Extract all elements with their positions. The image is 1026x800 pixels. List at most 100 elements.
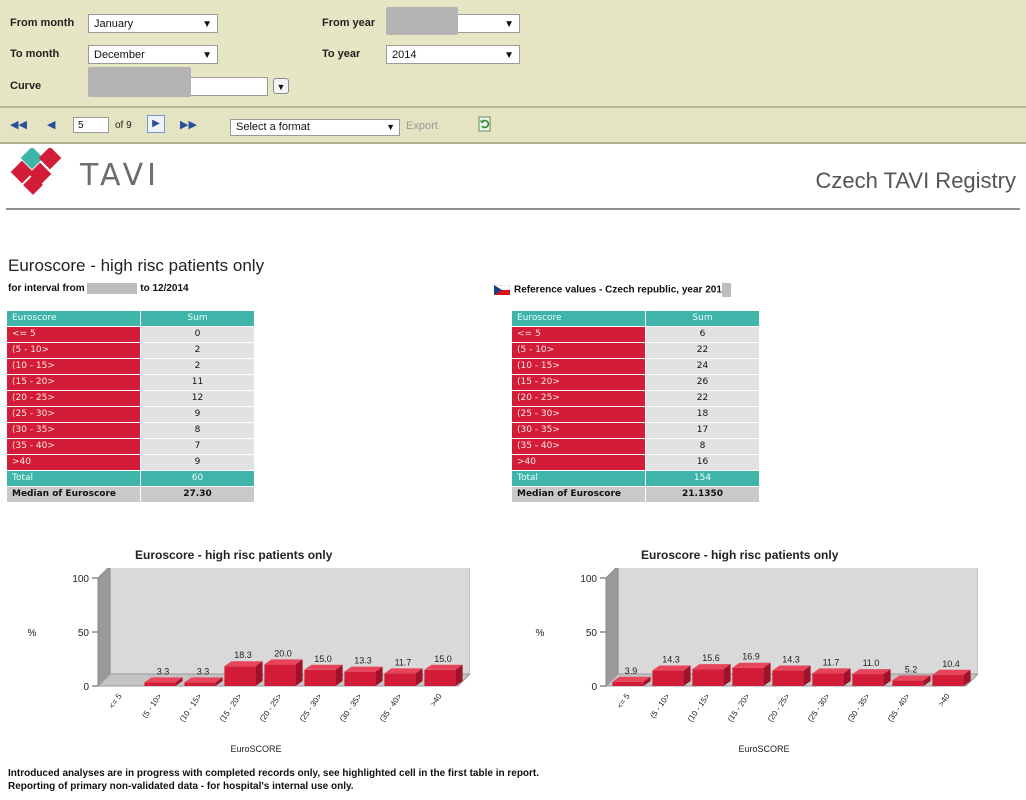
bar bbox=[144, 682, 176, 686]
report-title: Euroscore - high risc patients only bbox=[8, 256, 265, 275]
export-format-select[interactable]: Select a format ▼ bbox=[230, 119, 400, 136]
bar-side bbox=[963, 669, 971, 686]
page-number-input[interactable]: 5 bbox=[73, 117, 109, 133]
export-link[interactable]: Export bbox=[406, 120, 438, 132]
registry-title: Czech TAVI Registry bbox=[815, 168, 1016, 193]
x-tick-label: (5 - 10> bbox=[648, 692, 672, 720]
bar-top bbox=[612, 676, 651, 682]
table-row: (35 - 40> 8 bbox=[511, 438, 760, 455]
bar-top bbox=[384, 668, 423, 674]
bar bbox=[892, 680, 924, 686]
euroscore-range-cell: (25 - 30> bbox=[511, 406, 646, 423]
data-label: 3.3 bbox=[157, 666, 170, 676]
to-year-select[interactable]: 2014 ▼ bbox=[386, 45, 520, 64]
bar-top bbox=[772, 665, 811, 671]
redacted-area bbox=[721, 283, 731, 297]
chart-title-local: Euroscore - high risc patients only bbox=[135, 548, 333, 562]
median-label-cell: Median of Euroscore bbox=[511, 486, 646, 503]
sum-cell: 17 bbox=[645, 422, 760, 439]
sum-cell: 2 bbox=[140, 342, 255, 359]
bar bbox=[732, 667, 764, 686]
from-month-select[interactable]: January ▼ bbox=[88, 14, 218, 33]
czech-flag-icon bbox=[494, 285, 510, 295]
bar-top bbox=[892, 675, 931, 681]
header-divider bbox=[6, 208, 1020, 210]
bar bbox=[304, 669, 336, 686]
sum-cell: 9 bbox=[140, 406, 255, 423]
table-row: (5 - 10> 2 bbox=[6, 342, 255, 359]
chart-side-wall bbox=[97, 568, 111, 688]
curve-select[interactable] bbox=[88, 67, 268, 97]
chart-side-wall bbox=[605, 568, 619, 688]
bar bbox=[344, 671, 376, 686]
table-total-row: Total 60 bbox=[6, 470, 255, 487]
bar-top bbox=[852, 669, 891, 675]
sum-cell: 2 bbox=[140, 358, 255, 375]
x-tick-label: >40 bbox=[428, 692, 443, 709]
table-row: (10 - 15> 24 bbox=[511, 358, 760, 375]
refresh-icon[interactable] bbox=[478, 116, 492, 132]
euroscore-range-cell: (5 - 10> bbox=[6, 342, 141, 359]
data-label: 15.0 bbox=[314, 654, 332, 664]
column-header-euroscore: Euroscore bbox=[511, 310, 646, 327]
euroscore-range-cell: (10 - 15> bbox=[6, 358, 141, 375]
bar-side bbox=[763, 662, 771, 686]
euroscore-range-cell: (10 - 15> bbox=[511, 358, 646, 375]
data-label: 11.7 bbox=[395, 657, 412, 667]
euroscore-range-cell: (25 - 30> bbox=[6, 406, 141, 423]
table-row: >40 16 bbox=[511, 454, 760, 471]
dropdown-arrow-icon: ▼ bbox=[202, 19, 212, 30]
euroscore-range-cell: <= 5 bbox=[6, 326, 141, 343]
table-row: (25 - 30> 18 bbox=[511, 406, 760, 423]
footnote-validation: Reporting of primary non-validated data … bbox=[8, 781, 354, 792]
x-tick-label: (20 - 25> bbox=[766, 692, 792, 724]
y-tick-label: 50 bbox=[78, 628, 90, 639]
reference-text: Reference values - Czech republic, year … bbox=[514, 284, 722, 296]
bar-top bbox=[344, 666, 383, 672]
sum-cell: 6 bbox=[645, 326, 760, 343]
euroscore-range-cell: (20 - 25> bbox=[6, 390, 141, 407]
previous-page-icon[interactable]: ◀ bbox=[47, 119, 56, 131]
x-tick-label: (25 - 30> bbox=[806, 692, 832, 724]
bar-top bbox=[692, 664, 731, 670]
sum-cell: 24 bbox=[645, 358, 760, 375]
x-tick-label: (10 - 15> bbox=[178, 692, 204, 724]
to-month-select[interactable]: December ▼ bbox=[88, 45, 218, 64]
bar-top bbox=[812, 668, 851, 674]
data-label: 16.9 bbox=[742, 652, 760, 662]
table-row: (25 - 30> 9 bbox=[6, 406, 255, 423]
interval-suffix: to 12/2014 bbox=[140, 283, 189, 295]
first-page-icon[interactable]: ◀◀ bbox=[10, 119, 27, 131]
bar bbox=[692, 669, 724, 686]
euroscore-range-cell: (5 - 10> bbox=[511, 342, 646, 359]
redacted-area bbox=[386, 7, 458, 35]
table-header-row: Euroscore Sum bbox=[6, 310, 255, 327]
bar-side bbox=[803, 665, 811, 686]
next-page-button[interactable]: ▶ bbox=[147, 115, 165, 133]
table-header-row: Euroscore Sum bbox=[511, 310, 760, 327]
data-label: 14.3 bbox=[662, 655, 680, 665]
table-row: (20 - 25> 12 bbox=[6, 390, 255, 407]
data-label: 10.4 bbox=[942, 659, 960, 669]
bar-top bbox=[732, 662, 771, 668]
x-tick-label: (30 - 35> bbox=[846, 692, 872, 724]
data-label: 3.3 bbox=[197, 666, 210, 676]
last-page-icon[interactable]: ▶▶ bbox=[180, 119, 197, 131]
sum-cell: 18 bbox=[645, 406, 760, 423]
x-tick-label: >40 bbox=[936, 692, 951, 709]
bar-top bbox=[932, 669, 971, 675]
dropdown-arrow-icon: ▼ bbox=[504, 50, 514, 61]
bar bbox=[612, 681, 644, 686]
bar-chart-reference: 0 50 100% 3.9 <= 5 14.3 (5 - 10> 15.6 (10 - 15> 1… bbox=[536, 568, 978, 754]
euroscore-table-local: Euroscore Sum <= 5 0 (5 - 10> 2 (10 - 15> 2 (15 … bbox=[6, 310, 255, 503]
x-tick-label: (10 - 15> bbox=[686, 692, 712, 724]
dropdown-arrow-icon: ▼ bbox=[504, 19, 514, 30]
x-tick-label: (35 - 40> bbox=[378, 692, 404, 724]
curve-label: Curve bbox=[10, 80, 42, 92]
column-header-sum: Sum bbox=[140, 310, 255, 327]
redacted-area bbox=[87, 283, 138, 294]
curve-dropdown-button[interactable]: ▼ bbox=[273, 78, 289, 94]
bar-top bbox=[652, 665, 691, 671]
